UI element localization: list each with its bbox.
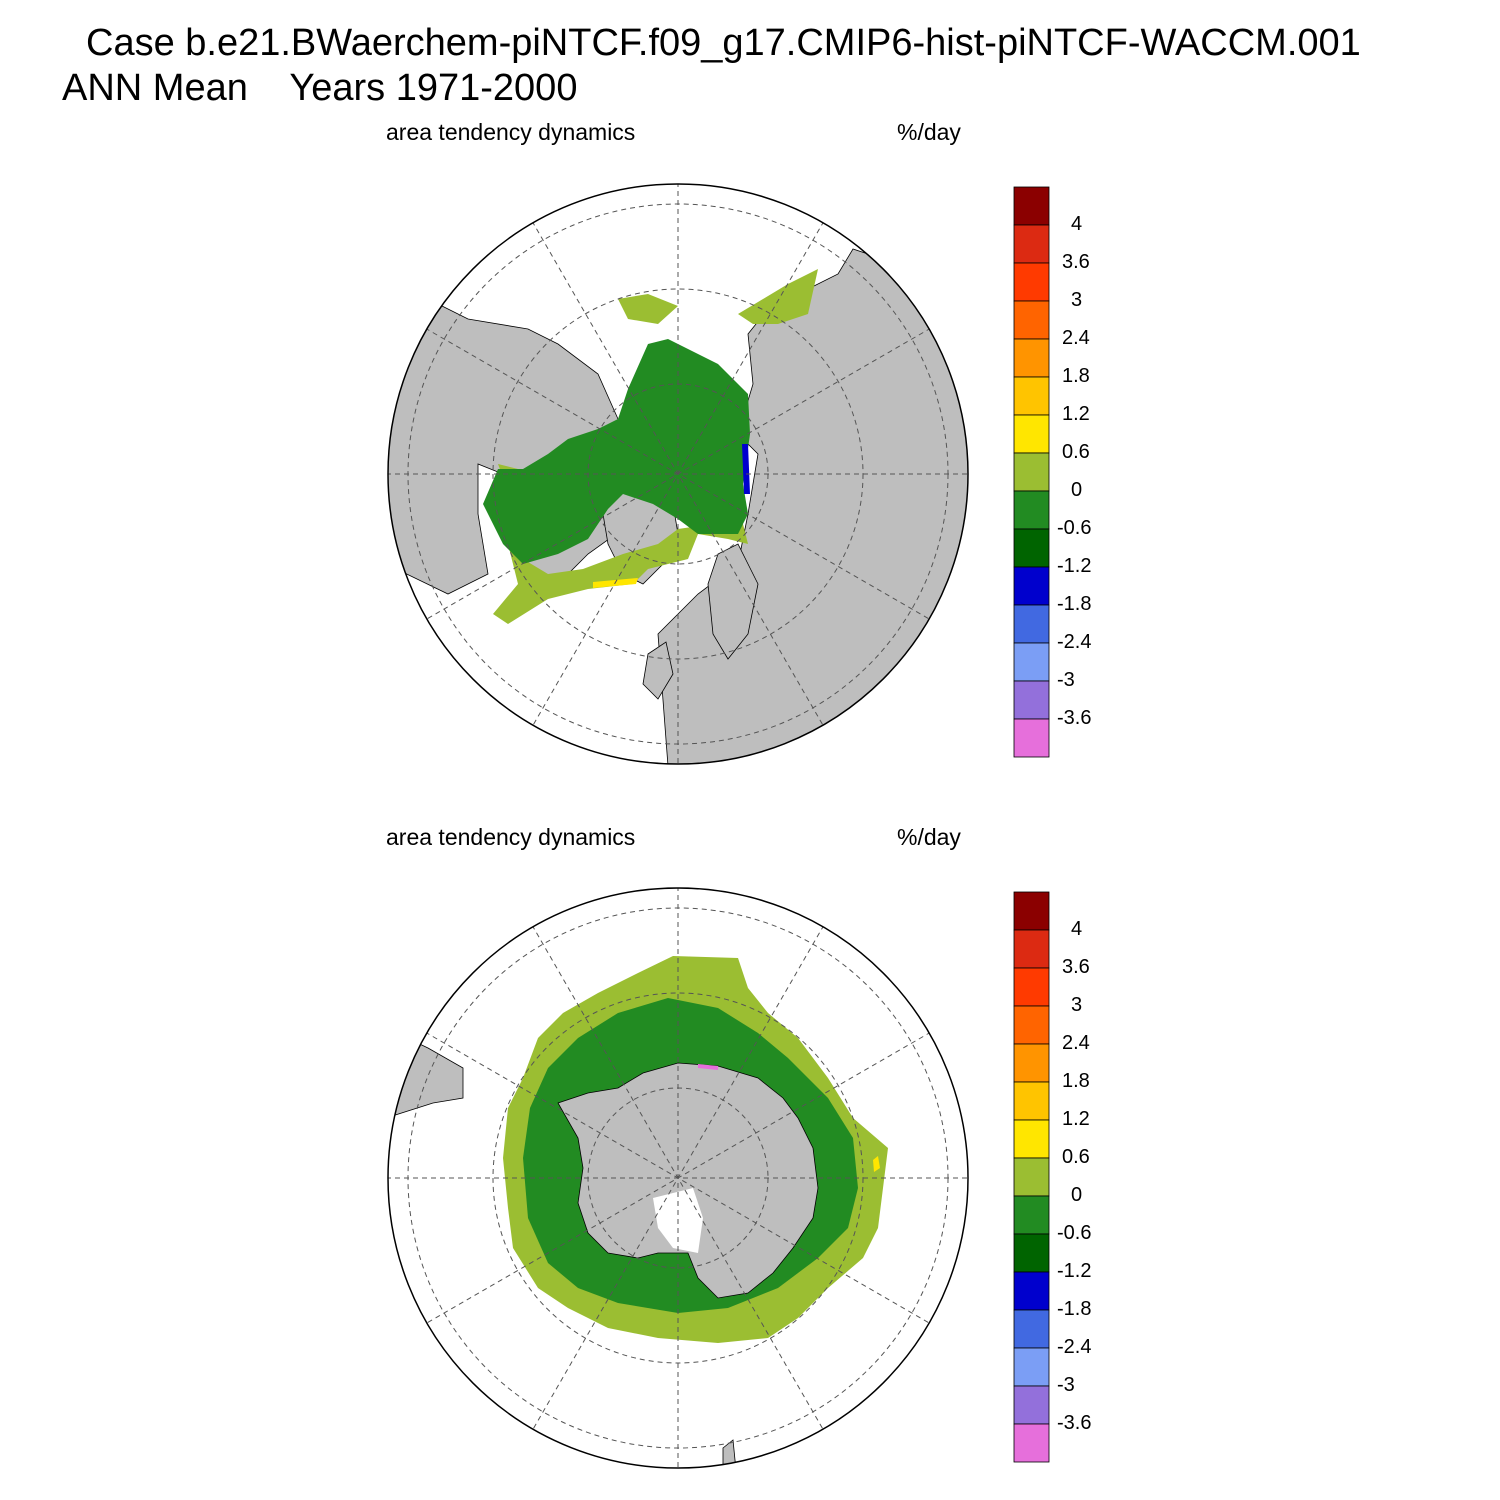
- sh-colorbar-tick-label: 1.2: [1062, 1108, 1090, 1130]
- nh-colorbar-swatch: [1013, 414, 1050, 454]
- nh-ice-outer: [493, 464, 748, 624]
- sh-ice-edge-yellow: [873, 1156, 880, 1172]
- nh-graticule: [388, 184, 968, 764]
- sh-colorbar-swatch: [1013, 1347, 1050, 1387]
- sh-colorbar-swatch: [1013, 1271, 1050, 1311]
- sh-colorbar-swatches: [1013, 891, 1050, 1463]
- sh-colorbar-tick-label: 0.6: [1062, 1146, 1090, 1168]
- nh-colorbar-swatch: [1013, 642, 1050, 682]
- sh-variable-label: area tendency dynamics: [386, 824, 636, 850]
- plot-title: Case b.e21.BWaerchem-piNTCF.f09_g17.CMIP…: [86, 22, 1361, 64]
- sh-colorbar-swatch: [1013, 967, 1050, 1007]
- sh-colorbar-tick-label: -3.6: [1057, 1412, 1092, 1434]
- sh-colorbar-swatch: [1013, 1195, 1050, 1235]
- nh-colorbar-swatch: [1013, 452, 1050, 492]
- nh-colorbar-tick-label: 0.6: [1062, 441, 1090, 463]
- nh-units-label: %/day: [897, 119, 961, 145]
- nh-land-britain: [642, 641, 674, 700]
- sh-colorbar-swatch: [1013, 1423, 1050, 1463]
- nh-colorbar-tick-label: -2.4: [1057, 631, 1092, 653]
- nh-ice-inner: [483, 339, 750, 564]
- years-label: Years 1971-2000: [289, 67, 578, 109]
- sh-colorbar-tick-label: 2.4: [1062, 1032, 1090, 1054]
- nh-colorbar-tick-label: 2.4: [1062, 327, 1090, 349]
- nh-colorbar-swatch: [1013, 224, 1050, 264]
- nh-ice-edge-blue: [742, 444, 750, 494]
- nh-colorbar-tick-label: -3.6: [1057, 707, 1092, 729]
- nh-colorbar-swatch: [1013, 604, 1050, 644]
- sh-colorbar-tick-label: -1.8: [1057, 1298, 1092, 1320]
- nh-colorbar-tick-label: 3.6: [1062, 251, 1090, 273]
- sh-colorbar-tick-label: 0: [1071, 1184, 1083, 1206]
- sh-colorbar-swatch: [1013, 1385, 1050, 1425]
- nh-colorbar-swatch: [1013, 338, 1050, 378]
- sh-colorbar-swatch: [1013, 891, 1050, 931]
- nh-colorbar-tick-label: 0: [1071, 479, 1083, 501]
- sh-map-boundary: [387, 887, 969, 1469]
- sh-colorbar-tick-label: -1.2: [1057, 1260, 1092, 1282]
- nh-land-scandinavia: [707, 543, 759, 660]
- sh-colorbar-tick-label: -2.4: [1057, 1336, 1092, 1358]
- sh-colorbar-tick-label: 4: [1071, 918, 1083, 940]
- nh-colorbar-swatch: [1013, 490, 1050, 530]
- sh-colorbar-swatch: [1013, 1157, 1050, 1197]
- south-polar-map: [387, 887, 969, 1469]
- nh-colorbar-swatch: [1013, 680, 1050, 720]
- nh-variable-label: area tendency dynamics: [386, 119, 636, 145]
- sh-colorbar-tick-label: 3.6: [1062, 956, 1090, 978]
- sh-colorbar-tick-label: 3: [1071, 994, 1083, 1016]
- nh-colorbar-swatch: [1013, 718, 1050, 758]
- nh-colorbar-tick-label: 1.2: [1062, 403, 1090, 425]
- nh-colorbar-tick-label: -1.8: [1057, 593, 1092, 615]
- sh-ice-edge-magenta: [698, 1064, 718, 1070]
- season-label: ANN Mean: [62, 67, 248, 109]
- nh-colorbar-tick-label: 1.8: [1062, 365, 1090, 387]
- nh-ice-okhotsk: [738, 269, 818, 324]
- sh-units-label: %/day: [897, 824, 961, 850]
- nh-colorbar-swatch: [1013, 566, 1050, 606]
- sh-colorbar-swatch: [1013, 1005, 1050, 1045]
- sh-colorbar-swatch: [1013, 1233, 1050, 1273]
- nh-colorbar-swatches: [1013, 186, 1050, 758]
- nh-colorbar-swatch: [1013, 262, 1050, 302]
- sh-colorbar-swatch: [1013, 1081, 1050, 1121]
- sh-graticule: [388, 888, 968, 1468]
- nh-colorbar-tick-label: 3: [1071, 289, 1083, 311]
- nh-colorbar-tick-label: -3: [1057, 669, 1075, 691]
- sh-colorbar-swatch: [1013, 1119, 1050, 1159]
- sh-colorbar-tick-label: -3: [1057, 1374, 1075, 1396]
- nh-ice-bering: [618, 294, 678, 324]
- nh-colorbar-swatch: [1013, 376, 1050, 416]
- nh-colorbar-swatch: [1013, 186, 1050, 226]
- sh-colorbar-swatch: [1013, 929, 1050, 969]
- nh-colorbar-tick-label: 4: [1071, 213, 1083, 235]
- sh-land-antarctica: [557, 1062, 819, 1299]
- nh-colorbar-swatch: [1013, 528, 1050, 568]
- plot-subtitle: ANN Mean Years 1971-2000: [62, 69, 577, 107]
- sh-colorbar-tick-label: 1.8: [1062, 1070, 1090, 1092]
- sh-colorbar-swatch: [1013, 1043, 1050, 1083]
- sh-colorbar-tick-label: -0.6: [1057, 1222, 1092, 1244]
- sh-colorbar-swatch: [1013, 1309, 1050, 1349]
- nh-colorbar-swatch: [1013, 300, 1050, 340]
- north-polar-map: [387, 183, 969, 765]
- nh-colorbar-tick-label: -1.2: [1057, 555, 1092, 577]
- nh-map-boundary: [387, 183, 969, 765]
- nh-colorbar-tick-label: -0.6: [1057, 517, 1092, 539]
